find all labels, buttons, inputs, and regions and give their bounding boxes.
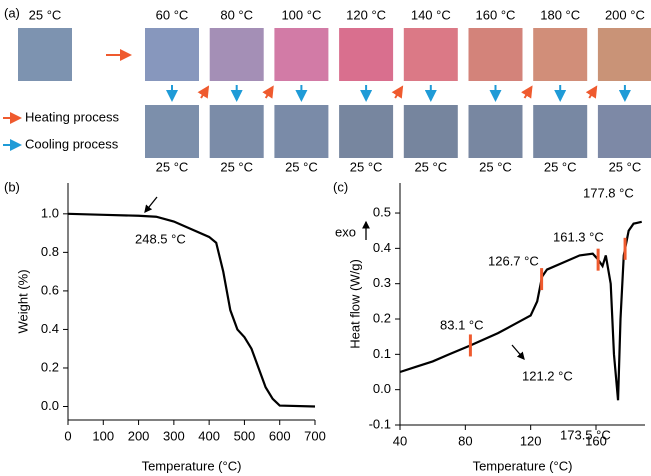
swatch-label: 140 °C <box>411 7 451 22</box>
x-tick-label: 80 <box>458 433 472 448</box>
annotation-arrow <box>511 344 525 360</box>
y-tick-label: 0.4 <box>41 321 59 336</box>
swatch <box>403 28 458 81</box>
data-line <box>67 212 316 408</box>
panel-label: (b) <box>4 179 20 194</box>
swatch <box>274 105 329 158</box>
x-tick-label: 400 <box>198 428 220 443</box>
swatch-label: 120 °C <box>346 7 386 22</box>
y-tick-label: 0.5 <box>373 204 391 219</box>
y-tick-label: 0.2 <box>373 310 391 325</box>
x-axis-label: Temperature (°C) <box>142 458 242 473</box>
swatch-label: 25 °C <box>156 159 189 174</box>
swatch <box>339 105 394 158</box>
swatch-label: 60 °C <box>156 7 189 22</box>
heating-arrow <box>521 85 533 99</box>
x-tick-label: 100 <box>92 428 114 443</box>
x-tick-label: 120 <box>520 433 542 448</box>
x-tick-label: 500 <box>234 428 256 443</box>
y-tick-label: 0.2 <box>41 359 59 374</box>
swatch-label: 25 °C <box>544 159 577 174</box>
panel-label: (c) <box>333 179 348 194</box>
y-tick-label: 0.4 <box>373 240 391 255</box>
annotation: 248.5 °C <box>135 231 186 246</box>
swatch <box>403 105 458 158</box>
swatch-label: 25 °C <box>414 159 447 174</box>
annotation: 121.2 °C <box>522 368 573 383</box>
swatch-label: 25 °C <box>220 159 253 174</box>
x-tick-label: 200 <box>128 428 150 443</box>
swatch-label: 80 °C <box>220 7 253 22</box>
annotation: 126.7 °C <box>488 253 539 268</box>
y-axis-label: Heat flow (W/g) <box>347 259 362 349</box>
swatch <box>468 28 523 81</box>
x-tick-label: 700 <box>304 428 326 443</box>
swatch-label: 25 °C <box>350 159 383 174</box>
y-tick-label: 0.3 <box>373 275 391 290</box>
y-tick-label: -0.1 <box>369 416 391 431</box>
swatch-label: 200 °C <box>605 7 645 22</box>
swatch <box>209 105 264 158</box>
heating-arrow <box>197 85 210 99</box>
swatch <box>145 105 199 158</box>
swatch-label: 25 °C <box>285 159 318 174</box>
x-tick-label: 160 <box>585 433 607 448</box>
x-tick-label: 300 <box>163 428 185 443</box>
swatch <box>533 105 588 158</box>
x-tick-label: 40 <box>393 433 407 448</box>
panel-label: (a) <box>4 5 20 20</box>
swatch-label: 25 °C <box>29 7 62 22</box>
swatch <box>18 28 72 81</box>
swatch-label: 25 °C <box>609 159 642 174</box>
annotation: exo <box>335 224 356 239</box>
swatch <box>209 28 264 81</box>
y-tick-label: 0.6 <box>41 282 59 297</box>
annotation: 161.3 °C <box>553 229 604 244</box>
y-tick-label: 0.8 <box>41 244 59 259</box>
heating-arrow <box>262 85 274 99</box>
heating-arrow <box>585 85 598 99</box>
x-tick-label: 0 <box>64 428 71 443</box>
legend-label: Cooling process <box>25 136 119 151</box>
heating-arrow <box>391 85 404 99</box>
y-tick-label: 0.0 <box>373 381 391 396</box>
x-tick-label: 600 <box>269 428 291 443</box>
y-tick-label: 1.0 <box>41 205 59 220</box>
y-tick-label: 0.1 <box>373 346 391 361</box>
legend-label: Heating process <box>25 109 119 124</box>
annotation: 177.8 °C <box>583 185 634 200</box>
annotation: 83.1 °C <box>440 317 484 332</box>
swatch <box>597 28 651 81</box>
swatch-label: 25 °C <box>479 159 512 174</box>
annotation-arrow <box>144 196 158 214</box>
swatch <box>274 28 329 81</box>
x-axis-label: Temperature (°C) <box>473 458 573 473</box>
swatch-label: 160 °C <box>476 7 516 22</box>
swatch <box>468 105 523 158</box>
swatch-label: 100 °C <box>281 7 321 22</box>
swatch <box>533 28 588 81</box>
y-tick-label: 0.0 <box>41 398 59 413</box>
swatch <box>339 28 394 81</box>
swatch <box>145 28 199 81</box>
data-line <box>399 220 642 401</box>
annotation: 173.5 °C <box>560 427 611 442</box>
y-axis-label: Weight (%) <box>15 269 30 333</box>
swatch-label: 180 °C <box>540 7 580 22</box>
swatch <box>597 105 651 158</box>
